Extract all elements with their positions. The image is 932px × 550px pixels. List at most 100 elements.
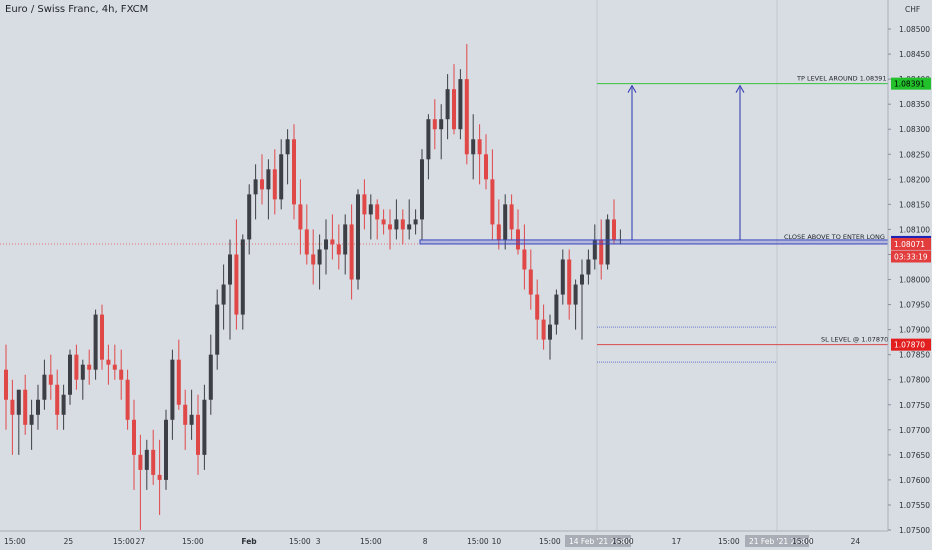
- candle-body: [560, 259, 565, 295]
- candle-body: [503, 204, 508, 240]
- time-highlight-tag: [745, 535, 809, 547]
- price-tag: [891, 250, 931, 263]
- time-tick-label: 15:00: [792, 537, 814, 546]
- candle-body: [87, 364, 92, 370]
- price-tag: [891, 77, 931, 90]
- price-tag-label: 1.08071: [894, 240, 925, 249]
- candle-body: [170, 359, 175, 420]
- candle-body: [580, 274, 584, 285]
- candle-body: [407, 224, 412, 230]
- candle-body: [253, 179, 258, 195]
- time-tick-label: 15:00: [467, 537, 489, 546]
- candle-body: [80, 364, 85, 380]
- candle-body: [196, 414, 200, 455]
- time-highlight-label: 14 Feb '21 23:00: [569, 537, 632, 546]
- time-tick-label: 15:00: [113, 537, 135, 546]
- candle-body: [42, 374, 47, 400]
- candle-body: [10, 399, 15, 415]
- candle-body: [362, 194, 367, 215]
- candle-body: [106, 359, 111, 365]
- candle-body: [112, 364, 117, 370]
- candle-body: [356, 194, 360, 280]
- candle-body: [573, 284, 578, 305]
- candle-body: [260, 179, 264, 190]
- candle-body: [388, 224, 392, 230]
- time-tick-label: 24: [851, 537, 861, 546]
- candle-body: [157, 474, 162, 480]
- time-tick-label: 15:00: [4, 537, 26, 546]
- price-tick-label: 1.07950: [899, 301, 930, 310]
- candle-body: [554, 294, 559, 325]
- price-tag-label: 03:33:19: [894, 252, 928, 261]
- candle-body: [68, 354, 72, 395]
- candle-body: [343, 224, 348, 255]
- candle-body: [605, 219, 610, 265]
- candle-body: [4, 369, 8, 400]
- candle-body: [228, 254, 232, 285]
- candle-body: [567, 259, 572, 305]
- candle-body: [330, 239, 335, 245]
- candle-body: [592, 239, 597, 260]
- candle-body: [368, 204, 373, 215]
- price-tick-label: 1.08100: [899, 225, 930, 234]
- candle-body: [292, 139, 296, 205]
- time-highlight-label: 21 Feb '21 23:00: [749, 537, 812, 546]
- candle-body: [496, 224, 501, 240]
- time-tick-label: 15:00: [612, 537, 634, 546]
- price-tick-label: 1.08300: [899, 125, 930, 134]
- price-tick-label: 1.08450: [899, 50, 930, 59]
- price-tick-label: 1.07650: [899, 451, 930, 460]
- price-tick-label: 1.07800: [899, 376, 930, 385]
- time-tick-label: 15:00: [360, 537, 382, 546]
- candle-body: [266, 169, 271, 190]
- candle-body: [528, 269, 533, 295]
- candle-body: [208, 354, 213, 400]
- candle-body: [100, 314, 104, 360]
- price-tag: [891, 338, 931, 351]
- price-axis: [888, 0, 932, 550]
- candle-body: [432, 119, 437, 130]
- candle-body: [381, 219, 386, 225]
- candle-body: [215, 304, 220, 355]
- candle-body: [541, 319, 546, 340]
- candle-body: [61, 394, 66, 415]
- candle-body: [144, 449, 149, 470]
- price-tick-label: 1.07600: [899, 476, 930, 485]
- sl-label: SL LEVEL @ 1.07870: [821, 336, 888, 344]
- candle-body: [548, 324, 552, 340]
- price-tick-label: 1.07550: [899, 501, 930, 510]
- price-tick-label: 1.07500: [899, 526, 930, 535]
- candle-body: [48, 374, 53, 385]
- price-tick-label: 1.08200: [899, 175, 930, 184]
- time-tick-label: 17: [672, 537, 682, 546]
- candle-body: [516, 229, 520, 250]
- candle-body: [132, 419, 136, 455]
- candle-body: [311, 254, 316, 265]
- candle-body: [445, 89, 450, 120]
- candle-body: [304, 229, 309, 255]
- candle-body: [477, 139, 482, 155]
- candle-body: [394, 219, 399, 230]
- time-tick-label: 15:00: [539, 537, 561, 546]
- price-tick-label: 1.07700: [899, 426, 930, 435]
- price-tick-label: 1.08500: [899, 25, 930, 34]
- arrow-head: [735, 84, 745, 93]
- candle-body: [221, 284, 226, 305]
- time-tick-label: 3: [316, 537, 321, 546]
- candle-body: [522, 249, 527, 270]
- time-tick-label: Feb: [241, 537, 257, 546]
- candle-body: [119, 369, 124, 380]
- time-tick-label: 8: [423, 537, 428, 546]
- price-tick-label: 1.08000: [899, 276, 930, 285]
- time-tick-label: 15:00: [718, 537, 740, 546]
- candle-body: [272, 169, 277, 200]
- candle-body: [93, 314, 98, 370]
- candle-body: [349, 224, 354, 280]
- candle-body: [413, 219, 418, 225]
- price-tick-label: 1.07850: [899, 351, 930, 360]
- time-tick-label: 25: [64, 537, 74, 546]
- chart-title: Euro / Swiss Franc, 4h, FXCM: [5, 4, 149, 15]
- candle-body: [138, 454, 143, 470]
